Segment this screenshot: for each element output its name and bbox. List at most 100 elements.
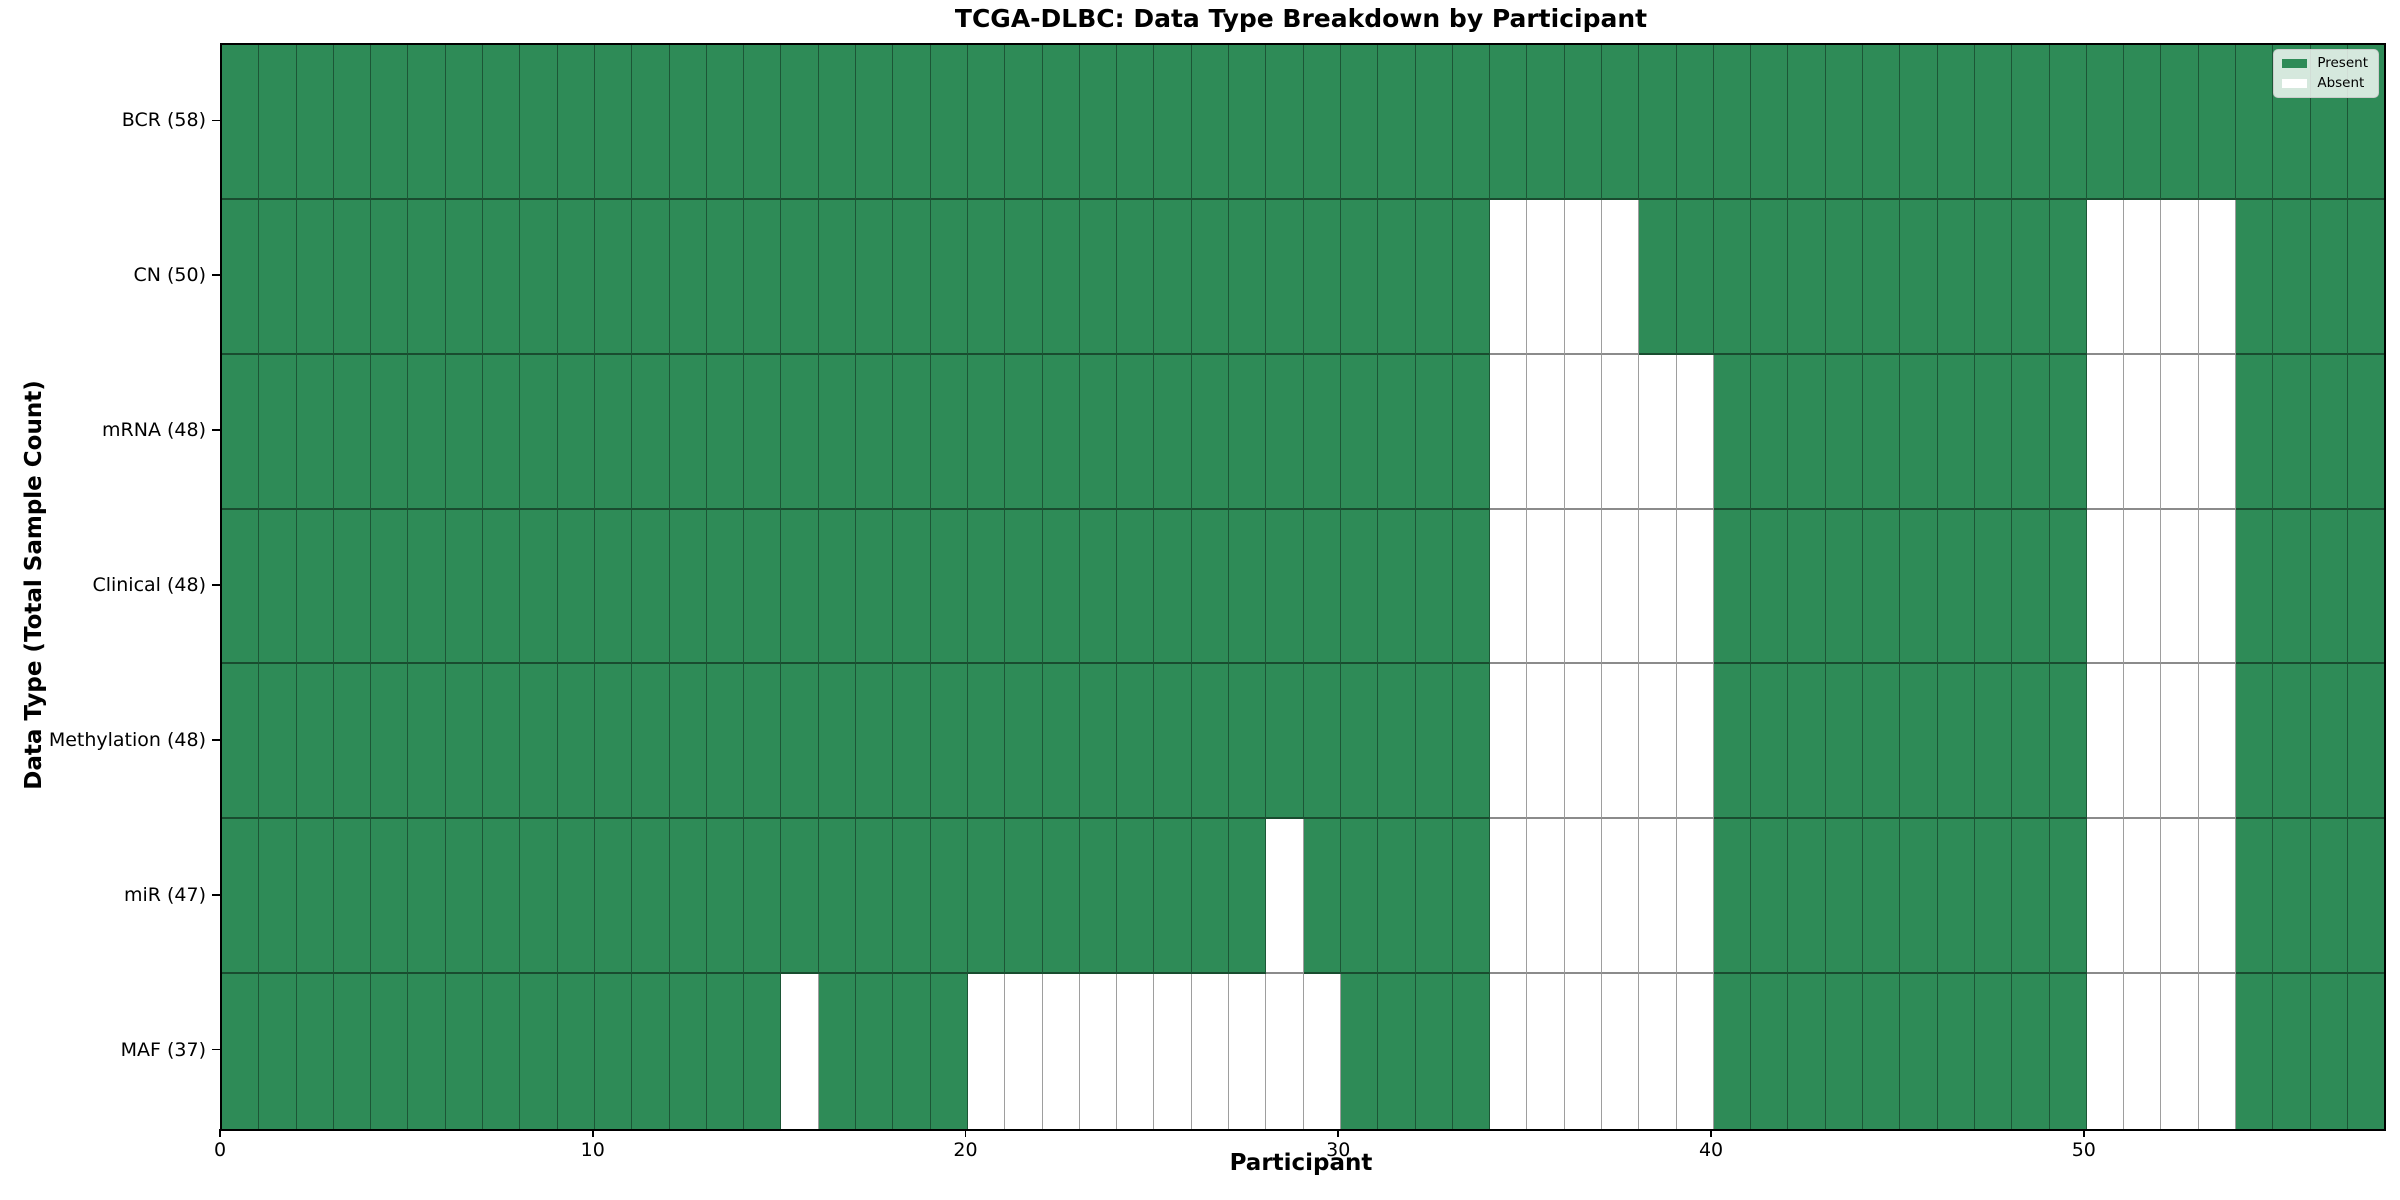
heatmap-cell-Clinical-37	[1601, 509, 1640, 665]
heatmap-cell-CN-47	[1974, 199, 2013, 355]
heatmap-cell-Methylation-27	[1229, 664, 1267, 820]
heatmap-cell-mRNA-0	[222, 354, 260, 510]
heatmap-cell-miR-35	[1527, 819, 1565, 975]
heatmap-cell-mRNA-28	[1266, 354, 1304, 510]
x-tick-mark-20	[964, 1129, 967, 1137]
heatmap-cell-CN-27	[1229, 199, 1267, 355]
heatmap-cell-mRNA-53	[2198, 354, 2237, 510]
heatmap-cell-MAF-16	[818, 974, 857, 1130]
heatmap-cell-MAF-12	[669, 974, 707, 1130]
heatmap-cell-CN-7	[483, 199, 521, 355]
heatmap-cell-miR-57	[2347, 819, 2385, 975]
heatmap-cell-CN-37	[1601, 199, 1640, 355]
heatmap-cell-CN-30	[1340, 199, 1379, 355]
heatmap-cell-Methylation-41	[1751, 664, 1789, 820]
heatmap-cell-CN-40	[1713, 199, 1752, 355]
heatmap-cell-mRNA-47	[1974, 354, 2013, 510]
heatmap-cell-Clinical-31	[1378, 509, 1416, 665]
heatmap-cell-Clinical-25	[1154, 509, 1192, 665]
heatmap-cell-CN-20	[967, 199, 1006, 355]
heatmap-cell-Methylation-46	[1937, 664, 1975, 820]
heatmap-cell-BCR-47	[1974, 45, 2013, 200]
heatmap-cell-CN-22	[1042, 199, 1080, 355]
heatmap-cell-Methylation-1	[259, 664, 297, 820]
heatmap-cell-MAF-17	[856, 974, 894, 1130]
heatmap-cell-MAF-22	[1042, 974, 1080, 1130]
heatmap-cell-miR-25	[1154, 819, 1192, 975]
heatmap-cell-CN-0	[222, 199, 260, 355]
heatmap-cell-MAF-36	[1564, 974, 1602, 1130]
heatmap-cell-MAF-19	[930, 974, 968, 1130]
heatmap-cell-mRNA-10	[594, 354, 633, 510]
heatmap-cell-mRNA-41	[1751, 354, 1789, 510]
heatmap-cell-MAF-26	[1191, 974, 1230, 1130]
heatmap-row-miR	[222, 819, 2385, 975]
heatmap-cell-miR-15	[781, 819, 819, 975]
heatmap-cell-miR-0	[222, 819, 260, 975]
heatmap-cell-miR-18	[893, 819, 931, 975]
heatmap-cell-Methylation-39	[1676, 664, 1714, 820]
heatmap-cell-Clinical-48	[2012, 509, 2050, 665]
heatmap-cell-miR-4	[371, 819, 409, 975]
heatmap-cell-Methylation-2	[296, 664, 334, 820]
heatmap-cell-CN-57	[2347, 199, 2385, 355]
x-tick-label-20: 20	[953, 1139, 978, 1161]
heatmap-cell-Methylation-5	[408, 664, 446, 820]
heatmap-cell-Methylation-11	[632, 664, 670, 820]
heatmap-cell-Methylation-48	[2012, 664, 2050, 820]
heatmap-cell-MAF-56	[2310, 974, 2348, 1130]
heatmap-cell-mRNA-37	[1601, 354, 1640, 510]
heatmap-cell-CN-26	[1191, 199, 1230, 355]
heatmap-cell-BCR-39	[1676, 45, 1714, 200]
heatmap-cell-Clinical-50	[2086, 509, 2125, 665]
heatmap-cell-CN-42	[1788, 199, 1826, 355]
y-tick-label-miR: miR (47)	[123, 883, 206, 906]
heatmap-cell-BCR-20	[967, 45, 1006, 200]
heatmap-cell-MAF-44	[1863, 974, 1901, 1130]
heatmap-cell-BCR-53	[2198, 45, 2237, 200]
heatmap-cell-miR-24	[1117, 819, 1155, 975]
heatmap-cell-CN-41	[1751, 199, 1789, 355]
heatmap-cell-mRNA-1	[259, 354, 297, 510]
heatmap-cell-Clinical-12	[669, 509, 707, 665]
heatmap-cell-miR-12	[669, 819, 707, 975]
heatmap-cell-miR-10	[594, 819, 633, 975]
heatmap-cell-mRNA-39	[1676, 354, 1714, 510]
heatmap-cell-Methylation-40	[1713, 664, 1752, 820]
heatmap-cell-miR-38	[1639, 819, 1677, 975]
x-tick-mark-10	[591, 1129, 594, 1137]
heatmap-cell-Clinical-46	[1937, 509, 1975, 665]
heatmap-cell-BCR-4	[371, 45, 409, 200]
heatmap-cell-miR-6	[445, 819, 484, 975]
heatmap-cell-BCR-7	[483, 45, 521, 200]
heatmap-cell-miR-11	[632, 819, 670, 975]
heatmap-cell-mRNA-2	[296, 354, 334, 510]
heatmap-cell-MAF-9	[557, 974, 595, 1130]
heatmap-cell-Clinical-49	[2049, 509, 2087, 665]
heatmap-cell-MAF-3	[333, 974, 372, 1130]
heatmap-row-MAF	[222, 974, 2385, 1130]
heatmap-cell-mRNA-3	[333, 354, 372, 510]
heatmap-cell-BCR-30	[1340, 45, 1379, 200]
heatmap-cell-MAF-52	[2161, 974, 2199, 1130]
heatmap-cell-CN-44	[1863, 199, 1901, 355]
heatmap-cell-MAF-50	[2086, 974, 2125, 1130]
heatmap-cell-miR-43	[1825, 819, 1864, 975]
heatmap-cell-Clinical-3	[333, 509, 372, 665]
heatmap-cell-Methylation-28	[1266, 664, 1304, 820]
heatmap-cell-Clinical-35	[1527, 509, 1565, 665]
heatmap-cell-Methylation-25	[1154, 664, 1192, 820]
heatmap-cell-mRNA-19	[930, 354, 968, 510]
heatmap-cell-Clinical-17	[856, 509, 894, 665]
heatmap-cell-BCR-54	[2236, 45, 2274, 200]
y-tick-mark-CN	[212, 274, 220, 277]
heatmap-cell-MAF-48	[2012, 974, 2050, 1130]
heatmap-cell-Methylation-6	[445, 664, 484, 820]
heatmap-cell-Clinical-28	[1266, 509, 1304, 665]
heatmap-cell-Clinical-22	[1042, 509, 1080, 665]
legend-label-present: Present	[2317, 55, 2368, 71]
heatmap-cell-BCR-8	[520, 45, 558, 200]
heatmap-cell-Methylation-42	[1788, 664, 1826, 820]
heatmap-cell-MAF-8	[520, 974, 558, 1130]
heatmap-row-Methylation	[222, 664, 2385, 820]
